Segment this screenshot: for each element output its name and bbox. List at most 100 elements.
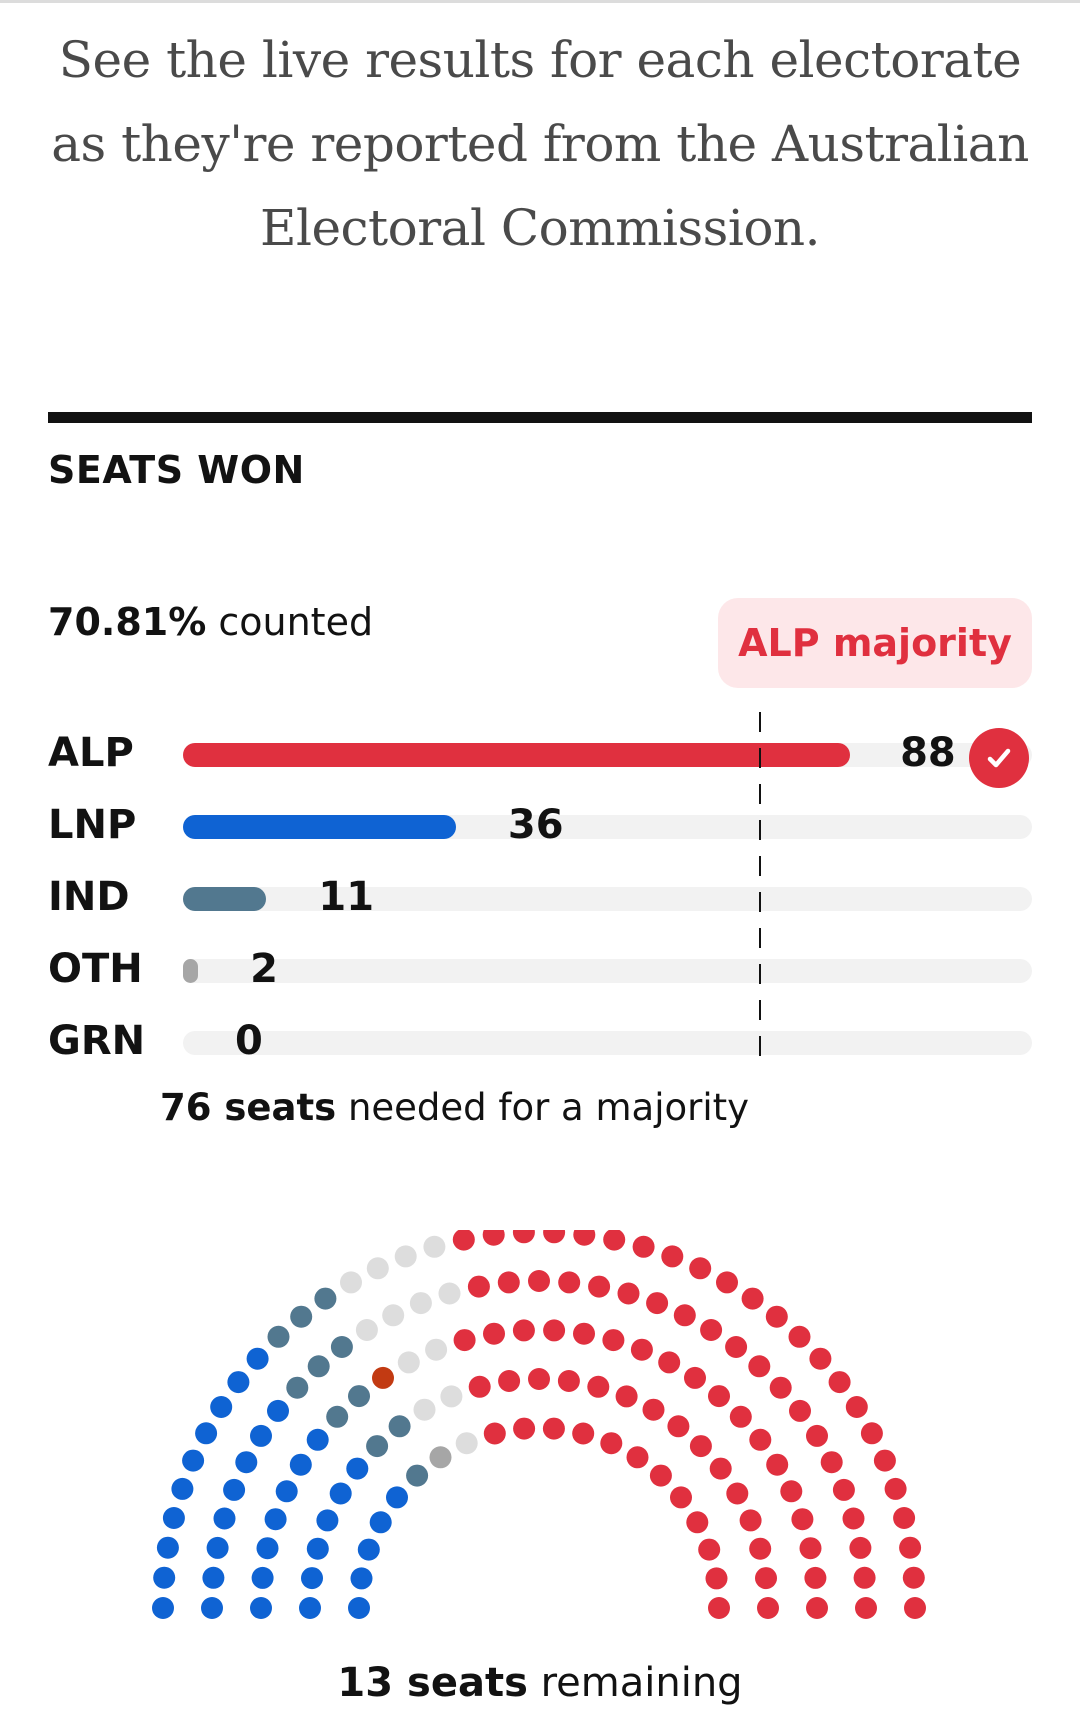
seat-dot-lnp xyxy=(357,1538,380,1561)
seat-dot-lnp xyxy=(202,1566,225,1589)
seat-dot-alp xyxy=(572,1422,595,1445)
seat-dot-lnp xyxy=(386,1486,408,1509)
seat-dot-lnp xyxy=(264,1508,287,1531)
seat-dot-ind xyxy=(406,1464,429,1487)
majority-label: needed for a majority xyxy=(347,1086,750,1129)
intro-text: See the live results for each electorate… xyxy=(51,31,1029,257)
seat-dot-alp xyxy=(749,1428,772,1451)
seat-dot-alp xyxy=(630,1338,653,1361)
seat-dot-lnp xyxy=(156,1536,179,1559)
seat-dot-alp xyxy=(749,1537,772,1560)
seat-dot-lnp xyxy=(162,1507,185,1529)
seat-dot-alp xyxy=(849,1536,872,1559)
majority-line-segment xyxy=(759,820,762,840)
bar-track-oth xyxy=(183,959,1032,983)
seat-dot-alp xyxy=(780,1480,803,1503)
seat-dot-ind xyxy=(388,1415,411,1438)
seat-dot-alp xyxy=(791,1508,814,1531)
seat-dot-alp xyxy=(543,1319,566,1342)
party-label-alp: ALP xyxy=(48,730,134,776)
majority-line-segment xyxy=(759,712,762,732)
seat-dot-lnp xyxy=(153,1566,176,1589)
parliament-hemicycle xyxy=(152,1230,926,1619)
seat-dot-alp xyxy=(646,1292,669,1315)
bar-value-oth: 2 xyxy=(250,946,278,992)
seat-dot-alp xyxy=(497,1271,520,1294)
seat-dot-alp xyxy=(765,1305,788,1328)
seat-dot-lnp xyxy=(171,1477,194,1500)
seat-dot-alp xyxy=(766,1453,789,1476)
majority-line-segment xyxy=(759,1036,762,1056)
seat-dot-undecided xyxy=(382,1304,405,1327)
seat-dot-lnp xyxy=(206,1536,229,1559)
majority-line-segment xyxy=(759,856,762,876)
party-label-oth: OTH xyxy=(48,946,143,992)
seat-dot-alp xyxy=(853,1566,876,1589)
seat-dot-alp xyxy=(670,1486,692,1509)
counted-status: 70.81% counted xyxy=(48,600,373,644)
seat-dot-lnp xyxy=(306,1428,329,1451)
seat-dot-alp xyxy=(748,1355,771,1378)
seat-dot-alp xyxy=(842,1507,865,1530)
seat-dot-alp xyxy=(708,1385,730,1408)
seat-dot-alp xyxy=(482,1230,505,1246)
seat-dot-alp xyxy=(726,1482,749,1505)
bar-lnp xyxy=(183,815,456,839)
seat-dot-alp xyxy=(789,1399,811,1422)
seat-dot-alp xyxy=(741,1287,764,1310)
seat-dot-lnp xyxy=(235,1451,258,1474)
party-label-lnp: LNP xyxy=(48,802,137,848)
seat-dot-lnp xyxy=(250,1424,272,1447)
remaining-label: remaining xyxy=(540,1660,743,1706)
seat-dot-undecided xyxy=(413,1398,436,1421)
seat-dot-alp xyxy=(649,1464,672,1487)
seat-dot-alp xyxy=(588,1275,611,1298)
seat-dot-lnp xyxy=(195,1422,218,1445)
bar-oth xyxy=(183,959,199,983)
seat-dot-alp xyxy=(700,1319,723,1341)
seat-dot-alp xyxy=(899,1536,922,1559)
seat-dot-lnp xyxy=(369,1511,392,1534)
seat-dot-alp xyxy=(769,1376,792,1399)
seat-dot-lnp xyxy=(250,1597,272,1619)
seat-dot-alp xyxy=(512,1230,535,1244)
seat-dot-lnp xyxy=(182,1449,205,1472)
remaining-count: 13 seats xyxy=(337,1660,528,1706)
seat-dot-lnp xyxy=(223,1478,246,1501)
seat-dot-alp xyxy=(804,1566,827,1589)
seat-dot-alp xyxy=(603,1230,626,1251)
majority-line-segment xyxy=(759,892,762,912)
majority-line-segment xyxy=(759,784,762,804)
section-title: SEATS WON xyxy=(48,448,305,492)
majority-line-segment xyxy=(759,928,762,948)
seat-dot-undecided xyxy=(425,1338,448,1361)
seat-dot-alp xyxy=(684,1366,706,1389)
seat-dot-alp xyxy=(725,1336,748,1358)
seat-dot-undecided xyxy=(440,1385,463,1408)
seat-dot-alp xyxy=(739,1509,762,1532)
seat-dot-alp xyxy=(673,1304,696,1327)
seat-dot-alp xyxy=(757,1597,779,1619)
bar-value-alp: 88 xyxy=(900,730,956,776)
seat-dot-alp xyxy=(528,1270,550,1292)
seat-dot-lnp xyxy=(329,1482,352,1505)
seat-dot-alp xyxy=(453,1329,476,1352)
seat-dot-lnp xyxy=(275,1480,298,1503)
seat-dot-undecided xyxy=(397,1351,420,1374)
seat-dot-alp xyxy=(855,1597,877,1619)
seat-dot-alp xyxy=(799,1537,822,1560)
counted-percent: 70.81% xyxy=(48,600,207,644)
seat-dot-undecided xyxy=(355,1319,378,1341)
seat-dot-alp xyxy=(617,1282,640,1305)
seat-dot-ind xyxy=(330,1336,353,1358)
seat-dot-alp xyxy=(573,1230,596,1246)
bar-track-ind xyxy=(183,887,1032,911)
seat-dot-ind xyxy=(348,1385,370,1408)
seat-dot-oth xyxy=(372,1366,394,1389)
seat-dot-alp xyxy=(689,1257,712,1280)
majority-line-segment xyxy=(759,964,762,984)
seat-dot-alp xyxy=(452,1230,475,1251)
seat-dot-alp xyxy=(716,1271,738,1294)
seat-dot-alp xyxy=(557,1370,580,1392)
seat-dot-ind xyxy=(307,1355,330,1378)
